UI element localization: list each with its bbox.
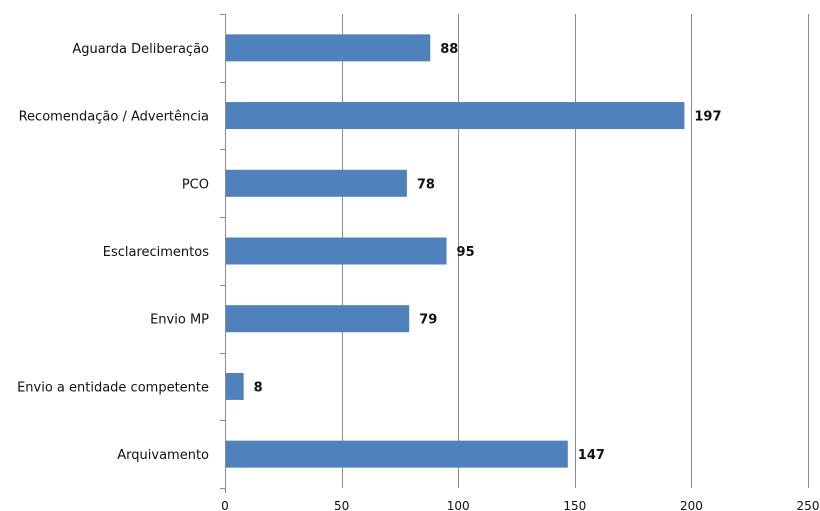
- data-label: 88: [440, 42, 458, 57]
- category-label: Aguarda Deliberação: [72, 42, 209, 57]
- x-tick-label: 0: [221, 499, 229, 511]
- bars: [226, 34, 685, 468]
- data-label: 8: [254, 380, 263, 395]
- bar: [226, 440, 568, 468]
- bar: [226, 34, 431, 62]
- bar: [226, 305, 410, 333]
- x-tick-label: 50: [334, 499, 349, 511]
- bar: [226, 372, 244, 400]
- axes: [220, 14, 226, 493]
- x-tick-label: 100: [447, 499, 470, 511]
- category-label: Envio MP: [150, 313, 209, 328]
- x-tick-label: 250: [797, 499, 820, 511]
- x-tick-label: 200: [680, 499, 703, 511]
- category-label: Envio a entidade competente: [17, 380, 209, 395]
- x-tick-label: 150: [563, 499, 586, 511]
- category-label: Recomendação / Advertência: [19, 110, 209, 125]
- gridlines: [342, 14, 809, 488]
- bar: [226, 237, 447, 265]
- bar: [226, 102, 685, 130]
- data-label: 78: [417, 177, 435, 192]
- labels: 0 50 100 150 200 250 Aguarda Deliberação 88 Reco…: [17, 42, 819, 511]
- bar: [226, 169, 407, 197]
- data-label: 95: [457, 245, 475, 260]
- category-label: Arquivamento: [117, 448, 209, 463]
- category-label: Esclarecimentos: [103, 245, 209, 260]
- data-label: 147: [578, 448, 605, 463]
- category-label: PCO: [182, 177, 209, 192]
- data-label: 197: [694, 110, 721, 125]
- data-label: 79: [419, 313, 437, 328]
